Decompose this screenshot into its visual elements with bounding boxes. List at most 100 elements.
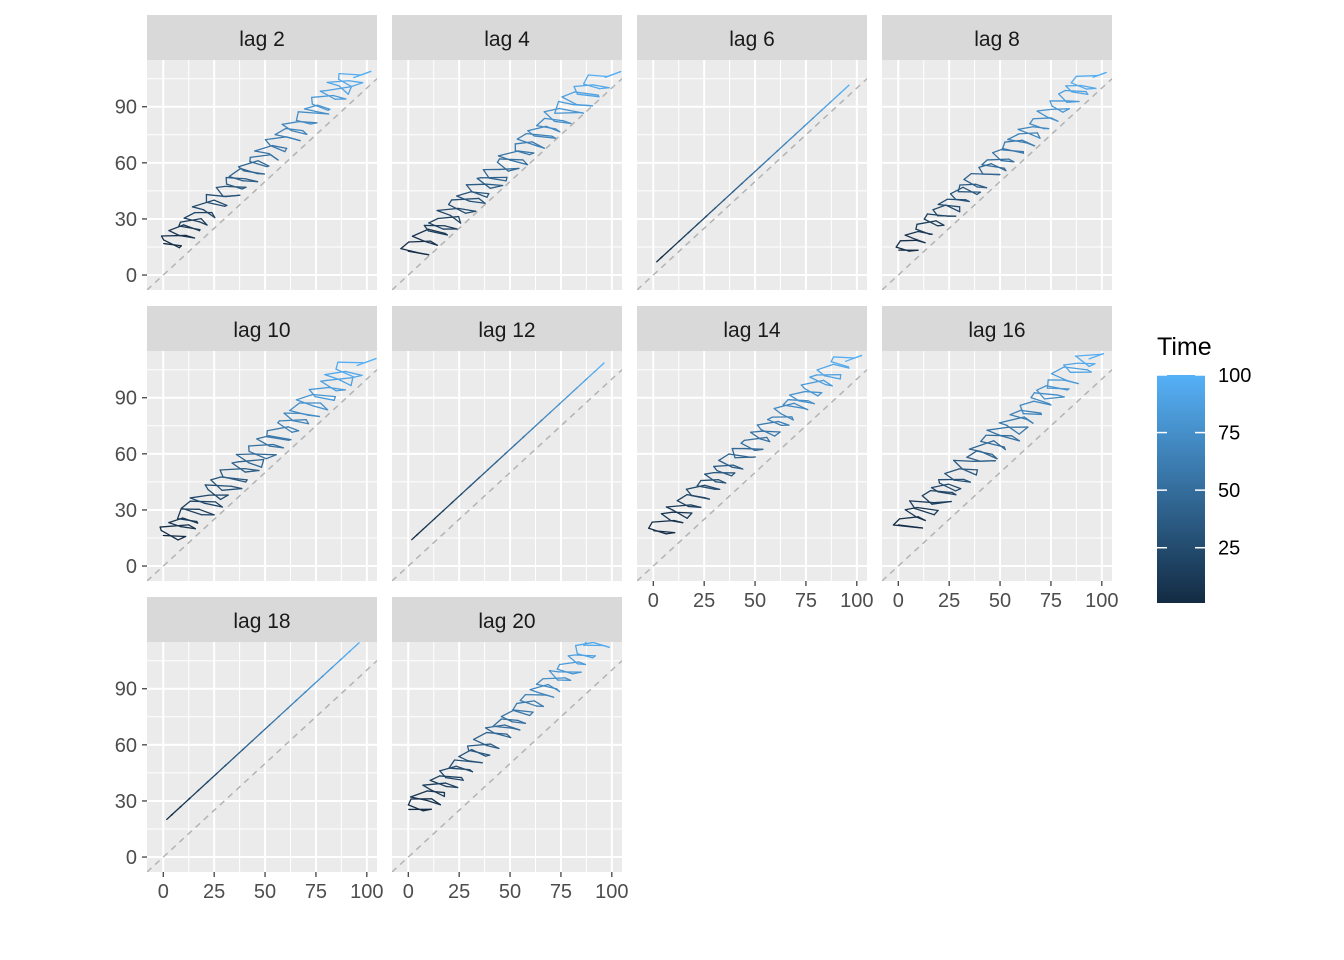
lag-segment — [734, 456, 756, 459]
lag-segment — [297, 111, 315, 114]
lag-segment — [160, 235, 165, 241]
lag-segment — [759, 438, 771, 443]
lag-segment — [423, 240, 438, 246]
legend-tick-label: 100 — [1218, 365, 1251, 387]
lag-segment — [465, 183, 488, 186]
lag-segment — [676, 493, 688, 502]
lag-segment — [812, 112, 820, 119]
lag-segment — [716, 469, 733, 477]
lag-segment — [400, 247, 422, 254]
lag-segment — [315, 110, 330, 115]
lag-segment — [350, 376, 354, 387]
lag-segment — [820, 107, 825, 112]
lag-segment — [254, 144, 273, 152]
lag-segment — [935, 220, 945, 226]
lag-segment — [833, 356, 856, 359]
lag-segment — [844, 354, 863, 362]
y-tick-label: 90 — [115, 679, 137, 701]
lag-segment — [832, 363, 850, 369]
reference-line — [882, 78, 1112, 290]
lag-segment — [500, 715, 513, 723]
lag-segment — [271, 144, 288, 149]
lag-segment — [437, 215, 460, 220]
panel-strip — [637, 15, 867, 60]
x-tick-label: 75 — [550, 881, 572, 903]
lag-segment — [496, 456, 503, 463]
lag-segment — [268, 721, 274, 727]
lag-segment — [583, 642, 588, 646]
panel-grid — [147, 60, 377, 290]
lag-segment — [937, 491, 957, 496]
lag-segment — [536, 145, 545, 149]
lag-segment — [780, 412, 794, 421]
panel-strip — [882, 15, 1112, 60]
lag-segment — [159, 524, 190, 528]
lag-segment — [295, 119, 312, 125]
x-tick-label: 75 — [795, 590, 817, 612]
lag-segment — [309, 122, 318, 125]
lag-segment — [248, 462, 263, 468]
lag-segment — [1071, 91, 1089, 96]
lag-segment — [914, 507, 935, 516]
lag-segment — [823, 375, 841, 380]
lag-segment — [528, 152, 535, 156]
lag-segment — [178, 225, 201, 231]
lag-segment — [1046, 387, 1070, 390]
lag-segment — [944, 468, 960, 475]
lag-segment — [350, 82, 364, 88]
lag-segment — [326, 80, 350, 84]
lag-segment — [1030, 396, 1050, 405]
panel-strip-label: lag 4 — [484, 28, 530, 51]
lag-segment — [264, 139, 271, 147]
lag-segment — [206, 777, 213, 784]
lag-segment — [237, 166, 245, 172]
lag-segment — [829, 96, 837, 103]
panel-strip — [392, 597, 622, 642]
lag-segment — [210, 476, 222, 481]
x-tick-label: 100 — [840, 590, 873, 612]
panel-grid — [637, 351, 867, 581]
lag-path — [400, 71, 622, 256]
lag-segment — [281, 120, 300, 125]
panel-background — [882, 351, 1112, 581]
lag-segment — [949, 186, 964, 195]
lag-segment — [451, 498, 457, 504]
lag-segment — [567, 655, 579, 665]
lag-segment — [548, 669, 559, 681]
lag-segment — [189, 497, 205, 504]
reference-line — [637, 78, 867, 290]
lag-segment — [1066, 380, 1079, 385]
lag-segment — [953, 459, 975, 463]
lag-segment — [1058, 89, 1066, 95]
y-tick-label: 0 — [126, 847, 137, 869]
lag-segment — [466, 743, 492, 747]
lag-segment — [411, 534, 418, 541]
lag-segment — [467, 749, 491, 756]
y-tick-label: 60 — [115, 153, 137, 175]
lag-segment — [523, 431, 530, 438]
lag-segment — [472, 738, 488, 747]
panel-background — [392, 351, 622, 581]
lag-segment — [493, 732, 512, 739]
x-tick-label: 50 — [254, 881, 276, 903]
lag-segment — [575, 103, 594, 107]
lag-segment — [500, 718, 519, 722]
lag-segment — [200, 782, 207, 789]
lag-segment — [758, 163, 764, 169]
lag-segment — [427, 228, 447, 235]
lag-segment — [290, 137, 301, 142]
lag-segment — [1017, 126, 1034, 131]
lag-segment — [937, 198, 948, 206]
lag-segment — [189, 494, 210, 499]
lag-segment — [500, 709, 514, 718]
lag-segment — [265, 454, 277, 460]
lag-segment — [439, 765, 457, 772]
lag-segment — [507, 167, 520, 172]
lag-segment — [773, 402, 795, 410]
lag-segment — [798, 400, 815, 405]
lag-segment — [295, 399, 315, 407]
lag-segment — [1064, 89, 1087, 93]
lag-segment — [162, 239, 181, 249]
lag-segment — [235, 453, 250, 464]
lag-segment — [535, 117, 546, 127]
